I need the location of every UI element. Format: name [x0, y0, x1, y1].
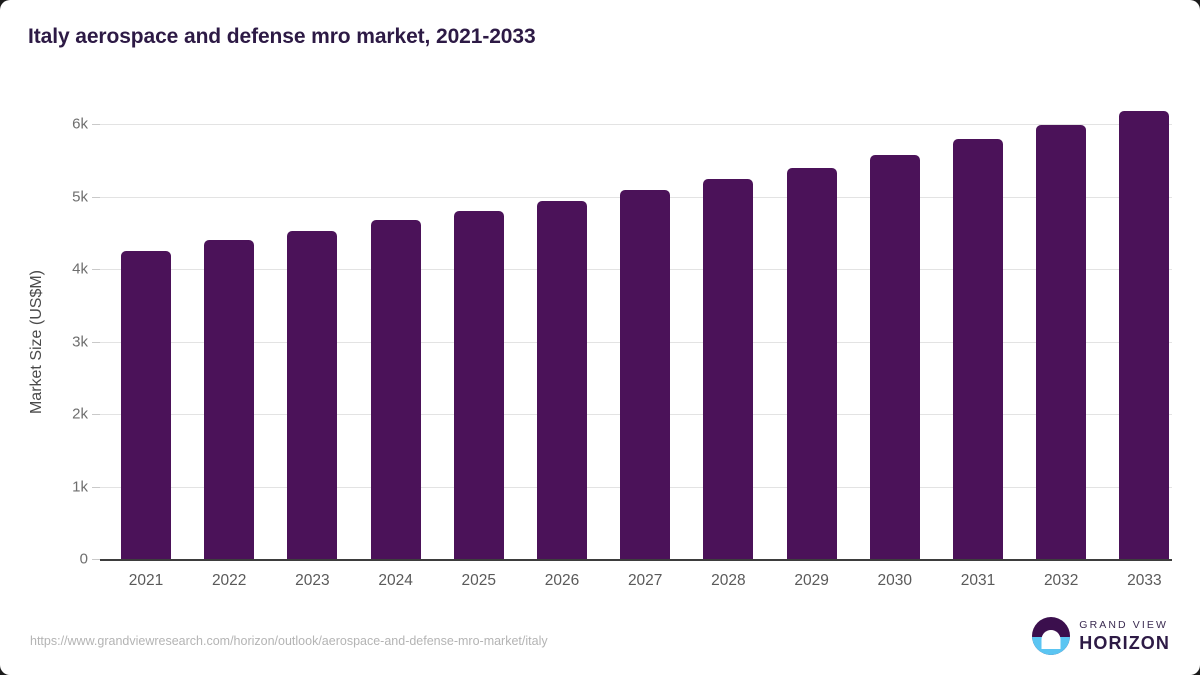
bar-2028[interactable] [703, 179, 754, 559]
bar-2026[interactable] [537, 200, 587, 559]
plot-area: 0 1k 2k 3k 4k 5k 6k 2021 2022 2023 2024 2025 2026 20… [72, 50, 1172, 589]
x-tick-label-2029: 2029 [794, 572, 829, 589]
y-tick-mark [92, 414, 100, 415]
x-tick-label-2023: 2023 [295, 572, 330, 589]
y-tick-label: 6k [72, 115, 88, 133]
logo-text: GRAND VIEW HORIZON [1079, 620, 1170, 652]
y-tick-label: 2k [72, 405, 88, 423]
bar-2025[interactable] [453, 211, 504, 559]
bar-2031[interactable] [953, 138, 1003, 559]
bar-2024[interactable] [370, 219, 421, 559]
y-tick-label: 0 [79, 550, 88, 568]
x-tick-label-2033: 2033 [1127, 572, 1162, 589]
bar-2029[interactable] [786, 167, 837, 559]
source-url[interactable]: https://www.grandviewresearch.com/horizo… [30, 634, 548, 648]
bar-2022[interactable] [204, 240, 255, 559]
bar-2021[interactable] [121, 250, 171, 559]
logo-ray-short [1046, 646, 1057, 649]
y-tick-mark [92, 124, 100, 125]
bar-2033[interactable] [1119, 110, 1170, 559]
bar-2023[interactable] [287, 231, 338, 559]
x-tick-label-2030: 2030 [877, 572, 913, 589]
y-tick-label: 4k [72, 260, 88, 278]
x-tick-label-2021: 2021 [128, 572, 164, 589]
x-tick-label-2028: 2028 [711, 572, 746, 589]
x-tick-label-2026: 2026 [544, 572, 580, 589]
bar-2030[interactable] [869, 155, 920, 559]
horizon-sun-icon [1032, 617, 1071, 655]
y-tick-mark [92, 486, 100, 488]
y-tick-label: 1k [72, 478, 88, 495]
logo-dome-shape [1041, 629, 1061, 649]
y-tick-label: 3k [72, 333, 88, 350]
y-tick-label: 5k [72, 188, 88, 205]
x-tick-label-2024: 2024 [378, 572, 413, 589]
x-axis-line [100, 559, 1172, 561]
x-tick-label-2022: 2022 [211, 572, 247, 589]
y-tick-mark [92, 341, 100, 343]
page-title: Italy aerospace and defense mro market, … [28, 25, 536, 48]
x-tick-label-2031: 2031 [960, 572, 996, 589]
y-tick-mark [92, 269, 100, 270]
grand-view-horizon-logo[interactable]: GRAND VIEW HORIZON [1032, 617, 1170, 655]
logo-text-horizon: HORIZON [1079, 632, 1170, 653]
x-tick-label-2032: 2032 [1043, 572, 1079, 589]
y-tick-mark [92, 559, 100, 560]
y-tick-mark [92, 196, 100, 198]
bar-2032[interactable] [1036, 124, 1087, 559]
logo-text-grand-view: GRAND VIEW [1079, 619, 1168, 632]
gridline [100, 124, 1172, 125]
x-tick-label-2025: 2025 [461, 572, 497, 589]
bar-2027[interactable] [620, 189, 671, 559]
logo-ray-long [1043, 641, 1060, 644]
x-tick-label-2027: 2027 [627, 572, 663, 589]
